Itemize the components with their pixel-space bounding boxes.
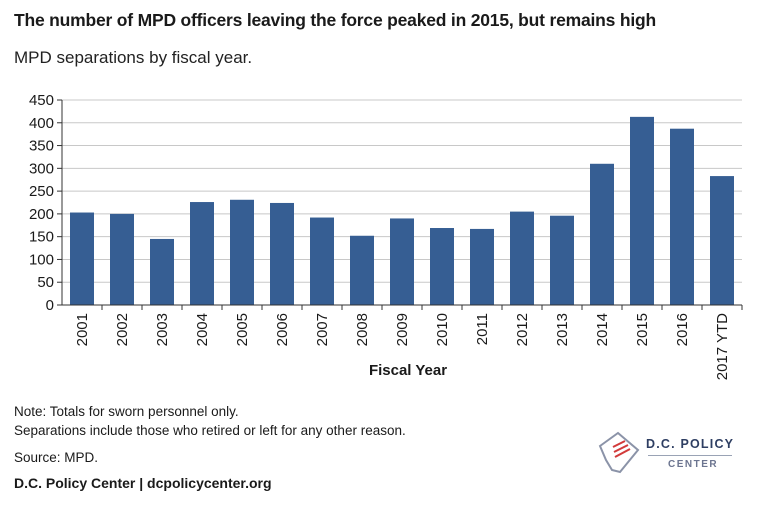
- y-tick-label: 200: [29, 206, 54, 223]
- x-tick-label: 2016: [674, 313, 691, 346]
- bar-2006: [270, 202, 294, 305]
- y-tick-label: 350: [29, 138, 54, 155]
- bar-2005: [230, 199, 254, 305]
- bar-2002: [110, 213, 134, 305]
- bar-2014: [590, 163, 614, 305]
- x-tick-label: 2011: [474, 313, 491, 345]
- bars: [70, 116, 734, 305]
- logo-text-line-2: CENTER: [668, 459, 719, 470]
- chart-source: Source: MPD.: [14, 450, 99, 465]
- logo-divider: [648, 455, 732, 456]
- y-tick-label: 50: [37, 274, 54, 291]
- x-tick-label: 2004: [194, 313, 211, 346]
- y-tick-label: 400: [29, 115, 54, 132]
- chart-title: The number of MPD officers leaving the f…: [14, 10, 656, 30]
- x-tick-label: 2009: [394, 313, 411, 346]
- bar-2001: [70, 212, 94, 305]
- chart-notes: Note: Totals for sworn personnel only. S…: [14, 402, 406, 440]
- x-tick-label: 2006: [274, 313, 291, 346]
- bar-2012: [510, 211, 534, 305]
- x-tick-label: 2015: [634, 313, 651, 346]
- note-line-2: Separations include those who retired or…: [14, 423, 406, 438]
- y-tick-labels: 0 50 100 150 200 250 300 350 400 450: [29, 92, 62, 314]
- x-tick-label: 2017 YTD: [714, 313, 731, 380]
- y-tick-label: 150: [29, 229, 54, 246]
- bar-chart: 0 50 100 150 200 250 300 350 400 450 2001 2002 2003…: [29, 92, 743, 380]
- x-tick-label: 2013: [554, 313, 571, 346]
- bar-2003: [150, 238, 174, 305]
- x-tick-label: 2003: [154, 313, 171, 346]
- bar-2011: [470, 228, 494, 305]
- note-line-1: Note: Totals for sworn personnel only.: [14, 404, 239, 419]
- dc-policy-center-logo: [598, 431, 640, 474]
- chart-subtitle: MPD separations by fiscal year.: [14, 48, 253, 67]
- bar-2013: [550, 215, 574, 305]
- x-tick-label: 2012: [514, 313, 531, 346]
- x-tick-label: 2005: [234, 313, 251, 346]
- logo-text-line-1: D.C. POLICY: [646, 437, 735, 451]
- y-tick-label: 450: [29, 92, 54, 109]
- x-tick-label: 2008: [354, 313, 371, 346]
- bar-2016: [670, 128, 694, 305]
- x-axis-label: Fiscal Year: [369, 362, 447, 379]
- bar-2009: [390, 218, 414, 305]
- chart-credit: D.C. Policy Center | dcpolicycenter.org: [14, 475, 272, 491]
- bar-2004: [190, 202, 214, 305]
- y-tick-label: 100: [29, 251, 54, 268]
- bar-2008: [350, 235, 374, 305]
- x-tick-label: 2014: [594, 313, 611, 346]
- axes: [61, 100, 742, 306]
- x-tick-label: 2002: [114, 313, 131, 346]
- x-tick-label: 2007: [314, 313, 331, 346]
- bar-2017-ytd: [710, 176, 734, 305]
- x-tick-label: 2001: [74, 313, 91, 346]
- x-tick-labels: 2001 2002 2003 2004 2005 2006 2007 2008 2009 2010…: [74, 305, 743, 380]
- x-tick-label: 2010: [434, 313, 451, 346]
- y-tick-label: 0: [46, 297, 54, 314]
- y-tick-label: 300: [29, 160, 54, 177]
- bar-2015: [630, 116, 654, 305]
- y-tick-label: 250: [29, 183, 54, 200]
- bar-2010: [430, 228, 454, 305]
- gridlines: [62, 99, 742, 283]
- dc-map-icon: [598, 431, 640, 474]
- bar-2007: [310, 217, 334, 305]
